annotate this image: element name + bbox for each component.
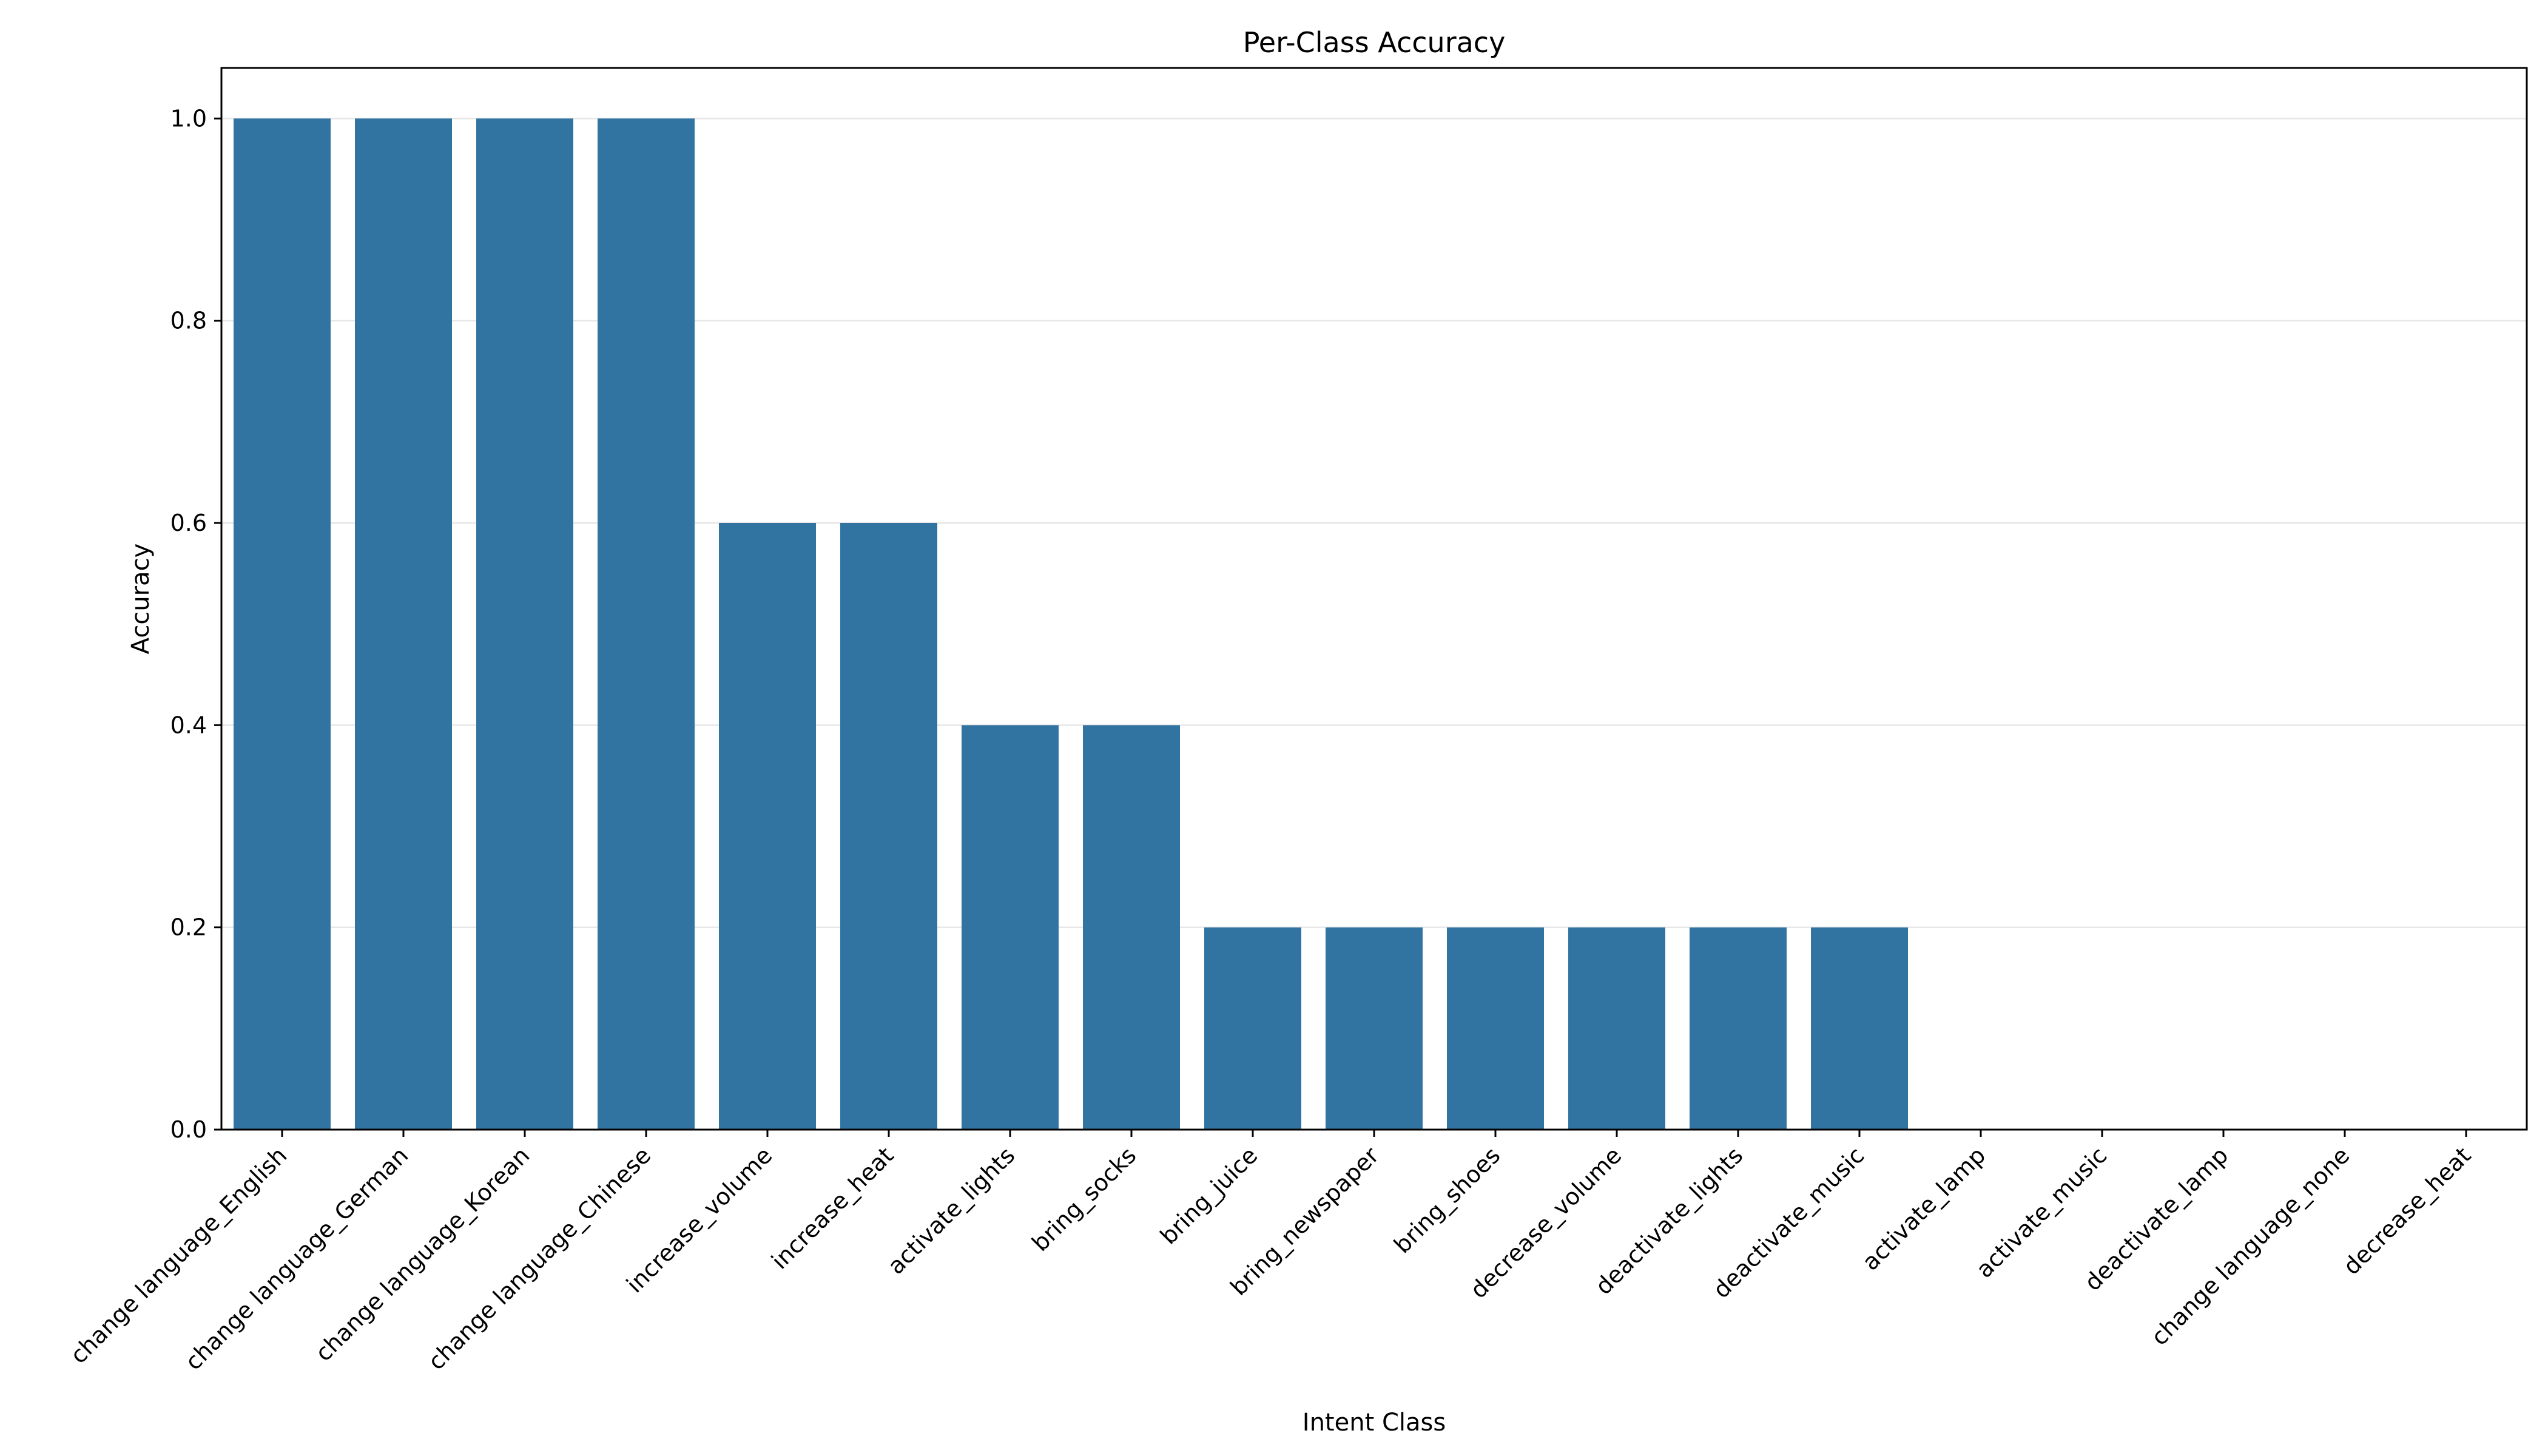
y-tick-label: 0.0 xyxy=(170,1116,207,1143)
y-tick-label: 1.0 xyxy=(170,105,207,132)
y-axis-label: Accuracy xyxy=(127,544,155,655)
x-tick-label: bring_socks xyxy=(1026,1142,1141,1256)
chart-title: Per-Class Accuracy xyxy=(1243,26,1506,59)
bar xyxy=(1690,927,1787,1130)
x-tick-label: change language_English xyxy=(65,1142,292,1369)
bar xyxy=(1568,927,1665,1130)
bar xyxy=(1204,927,1301,1130)
bars xyxy=(234,118,1908,1130)
x-tick-label: change language_German xyxy=(180,1142,414,1375)
bar xyxy=(962,725,1059,1130)
bar xyxy=(476,118,573,1130)
y-tick-label: 0.2 xyxy=(170,914,207,941)
x-tick-label: activate_lights xyxy=(883,1142,1020,1279)
x-axis-label: Intent Class xyxy=(1303,1409,1446,1437)
bar xyxy=(355,118,452,1130)
x-tick-label: change language_Korean xyxy=(310,1142,534,1366)
y-tick-label: 0.8 xyxy=(170,308,207,334)
bar xyxy=(234,118,331,1130)
y-tick-label: 0.4 xyxy=(170,712,207,738)
x-tick-label: change language_Chinese xyxy=(423,1142,656,1375)
x-tick-label: bring_juice xyxy=(1155,1142,1262,1249)
x-tick-label: activate_lamp xyxy=(1857,1142,1990,1275)
bar xyxy=(1326,927,1423,1130)
x-tick-label: bring_shoes xyxy=(1389,1142,1505,1258)
y-axis-ticks: 0.0 0.2 0.4 0.6 0.8 1.0 xyxy=(170,105,221,1143)
bar xyxy=(840,523,937,1130)
bar xyxy=(1447,927,1544,1130)
bar xyxy=(1083,725,1180,1130)
x-tick-label: change language_none xyxy=(2146,1142,2354,1350)
bar xyxy=(1811,927,1908,1130)
bar xyxy=(598,118,695,1130)
x-tick-label: increase_heat xyxy=(766,1142,898,1274)
y-tick-label: 0.6 xyxy=(170,510,207,536)
x-tick-label: decrease_heat xyxy=(2338,1142,2476,1279)
bar xyxy=(719,523,816,1130)
x-tick-label: activate_music xyxy=(1971,1142,2112,1283)
